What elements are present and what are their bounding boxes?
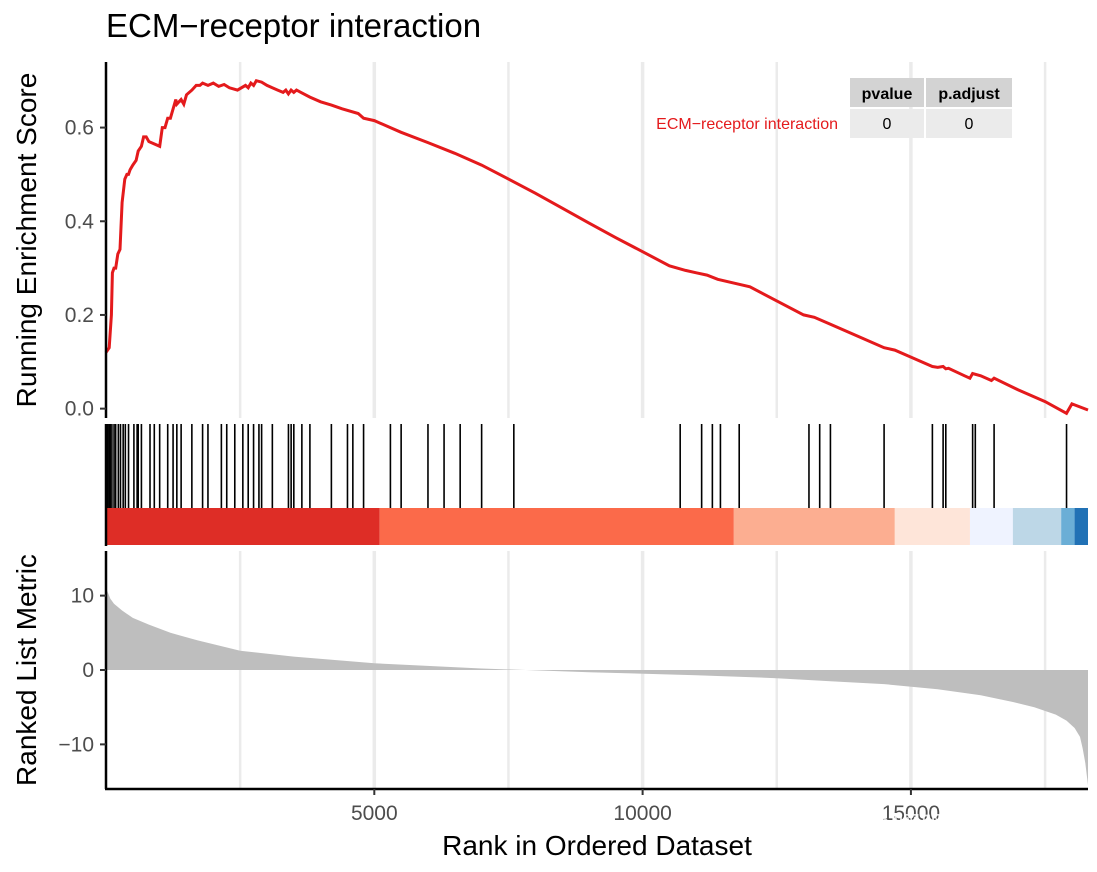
table-header-cell-padjust xyxy=(926,78,1012,107)
y-tick-label: 0.0 xyxy=(65,398,94,421)
rank-color-band xyxy=(733,508,895,545)
rank-color-band xyxy=(1074,508,1088,545)
rank-color-band xyxy=(379,508,734,545)
ranked-metric-panel: −10 0 10 5000 10000 15000 Ranked List Metric… xyxy=(11,551,1088,861)
y-tick-label: −10 xyxy=(58,733,94,756)
ranked-metric-y-ticks: −10 0 10 xyxy=(58,585,106,756)
table-header-pvalue: pvalue xyxy=(862,86,913,103)
table-value-pvalue: 0 xyxy=(883,116,892,133)
x-tick-label: 15000 xyxy=(882,802,940,825)
running-score-y-label: Running Enrichment Score xyxy=(11,73,42,408)
table-header-padjust: p.adjust xyxy=(938,86,1000,103)
x-axis-label: Rank in Ordered Dataset xyxy=(442,830,752,861)
running-score-panel: 0.0 0.2 0.4 0.6 Running Enrichment Score pv… xyxy=(11,62,1089,421)
rank-color-band xyxy=(969,508,1013,545)
x-ticks: 5000 10000 15000 xyxy=(351,789,940,825)
table-value-padjust: 0 xyxy=(965,116,974,133)
rank-color-band xyxy=(1061,508,1075,545)
running-score-line xyxy=(104,78,1089,416)
rank-color-band xyxy=(894,508,970,545)
y-tick-label: 0.6 xyxy=(65,117,94,140)
x-tick-label: 10000 xyxy=(613,802,671,825)
table-row-label: ECM−receptor interaction xyxy=(656,116,838,133)
rank-color-band xyxy=(1012,508,1062,545)
ranked-metric-y-label: Ranked List Metric xyxy=(11,554,42,786)
ranked-metric-area xyxy=(106,588,1088,786)
y-tick-label: 0.2 xyxy=(65,304,94,327)
y-tick-label: 0.4 xyxy=(65,210,95,233)
y-tick-label: 10 xyxy=(71,585,94,608)
rank-color-band xyxy=(106,508,380,545)
gene-hits-panel xyxy=(104,424,1088,546)
running-score-y-ticks: 0.0 0.2 0.4 0.6 xyxy=(65,117,106,421)
stats-table: pvalue p.adjust ECM−receptor interaction… xyxy=(656,78,1012,138)
x-tick-label: 5000 xyxy=(351,802,398,825)
table-header-cell-pvalue xyxy=(850,78,924,107)
watermark: 知乎 @嘿嘿嘿嘿哈 xyxy=(800,810,1033,843)
chart-title: ECM−receptor interaction xyxy=(106,7,481,44)
rank-color-bands xyxy=(106,508,1088,545)
table-cell-pvalue xyxy=(850,109,924,138)
y-tick-label: 0 xyxy=(82,659,94,682)
table-cell-padjust xyxy=(926,109,1012,138)
